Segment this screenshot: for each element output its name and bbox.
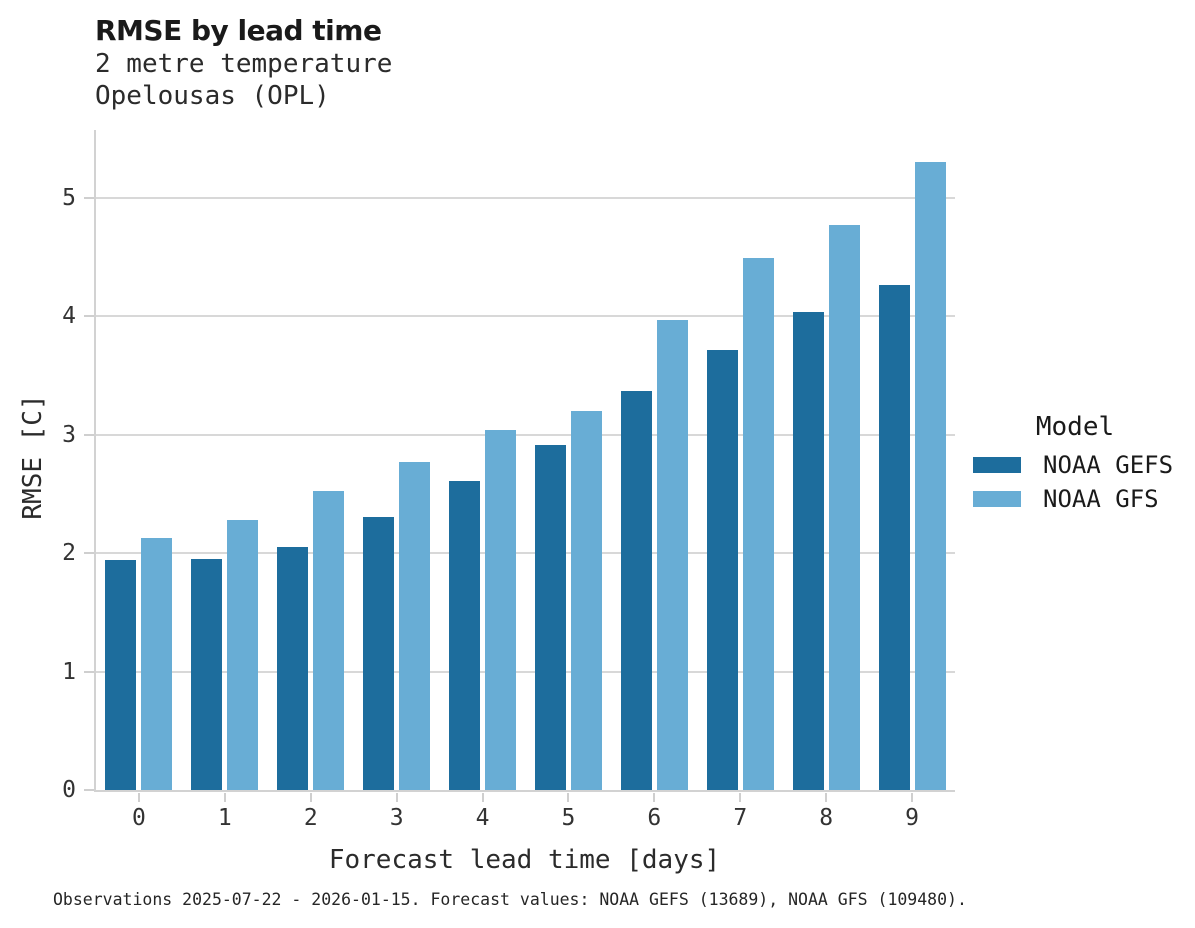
bar-noaa-gefs-day3 [363, 517, 395, 790]
y-tick-mark [84, 552, 94, 555]
bar-noaa-gfs-day3 [399, 461, 431, 790]
bar-noaa-gfs-day5 [570, 410, 602, 790]
y-tick-mark [84, 196, 94, 199]
y-axis-title: RMSE [C] [18, 394, 48, 520]
chart-title: RMSE by lead time [95, 14, 382, 47]
y-tick-label-2: 2 [62, 540, 76, 567]
legend-title: Model [1035, 412, 1115, 442]
y-tick-mark [84, 315, 94, 318]
bar-noaa-gefs-day8 [792, 312, 824, 790]
chart-subtitle-station: Opelousas (OPL) [95, 81, 330, 111]
bar-noaa-gefs-day0 [105, 560, 137, 790]
x-tick-label-2: 2 [303, 805, 318, 831]
x-tick-label-9: 9 [905, 805, 919, 831]
x-tick-mark [481, 793, 484, 802]
y-tick-mark [84, 789, 94, 791]
bar-noaa-gfs-day9 [914, 162, 946, 790]
bar-noaa-gefs-day9 [878, 285, 910, 790]
y-tick-mark [84, 433, 94, 436]
legend-item-noaa-gefs: NOAA GEFS [973, 451, 1177, 479]
gridline-y-1 [96, 670, 955, 673]
y-tick-label-4: 4 [62, 303, 76, 330]
gridline-y-5 [96, 196, 955, 199]
x-tick-mark [739, 793, 742, 802]
y-tick-label-1: 1 [62, 658, 76, 685]
bar-noaa-gfs-day7 [742, 257, 774, 790]
bar-noaa-gefs-day7 [706, 350, 738, 790]
bar-noaa-gefs-day6 [620, 390, 652, 790]
x-tick-mark [309, 793, 312, 802]
x-tick-label-0: 0 [132, 805, 146, 831]
x-tick-mark [911, 793, 914, 802]
bar-noaa-gefs-day1 [191, 558, 223, 790]
plot-area: 0 1 2 3 4 5 0 1 2 3 4 5 6 7 8 9 [62, 130, 955, 831]
gridline-y-2 [96, 552, 955, 555]
x-tick-mark [653, 793, 656, 802]
x-tick-label-8: 8 [819, 805, 834, 831]
legend-label-noaa-gefs: NOAA GEFS [1043, 451, 1174, 479]
caption: Observations 2025-07-22 - 2026-01-15. Fo… [53, 890, 967, 909]
bar-noaa-gfs-day4 [485, 429, 517, 790]
x-tick-label-6: 6 [647, 805, 662, 831]
x-tick-label-3: 3 [389, 805, 404, 831]
y-tick-label-5: 5 [62, 184, 76, 211]
x-tick-label-1: 1 [217, 805, 232, 831]
x-tick-label-4: 4 [475, 805, 490, 831]
legend-swatch-noaa-gfs [973, 491, 1021, 507]
bar-noaa-gfs-day2 [313, 491, 345, 790]
chart-subtitle-variable: 2 metre temperature [95, 49, 393, 79]
x-tick-mark [137, 793, 140, 802]
bar-noaa-gfs-day8 [828, 224, 860, 790]
bar-noaa-gefs-day2 [277, 547, 309, 790]
bar-noaa-gefs-day5 [534, 445, 566, 790]
gridline-y-3 [96, 433, 955, 436]
legend-label-noaa-gfs: NOAA GFS [1043, 485, 1159, 513]
bar-noaa-gfs-day6 [656, 319, 688, 790]
x-tick-mark [825, 793, 828, 802]
legend-item-noaa-gfs: NOAA GFS [973, 485, 1177, 513]
y-tick-mark [84, 670, 94, 673]
x-tick-mark [223, 793, 226, 802]
gridline-y-4 [96, 315, 955, 318]
y-tick-label-0: 0 [62, 777, 76, 803]
legend-swatch-noaa-gefs [973, 457, 1021, 473]
y-tick-label-3: 3 [62, 421, 76, 448]
x-axis-title: Forecast lead time [days] [328, 845, 721, 875]
bar-noaa-gfs-day1 [227, 519, 259, 790]
x-tick-label-5: 5 [561, 805, 576, 831]
x-tick-label-7: 7 [733, 805, 748, 831]
bar-noaa-gfs-day0 [141, 537, 173, 790]
x-tick-mark [395, 793, 398, 802]
x-tick-mark [567, 793, 570, 802]
bar-noaa-gefs-day4 [449, 480, 481, 790]
legend: Model NOAA GEFS NOAA GFS [973, 412, 1177, 513]
chart-header: RMSE by lead time 2 metre temperature Op… [95, 14, 392, 112]
